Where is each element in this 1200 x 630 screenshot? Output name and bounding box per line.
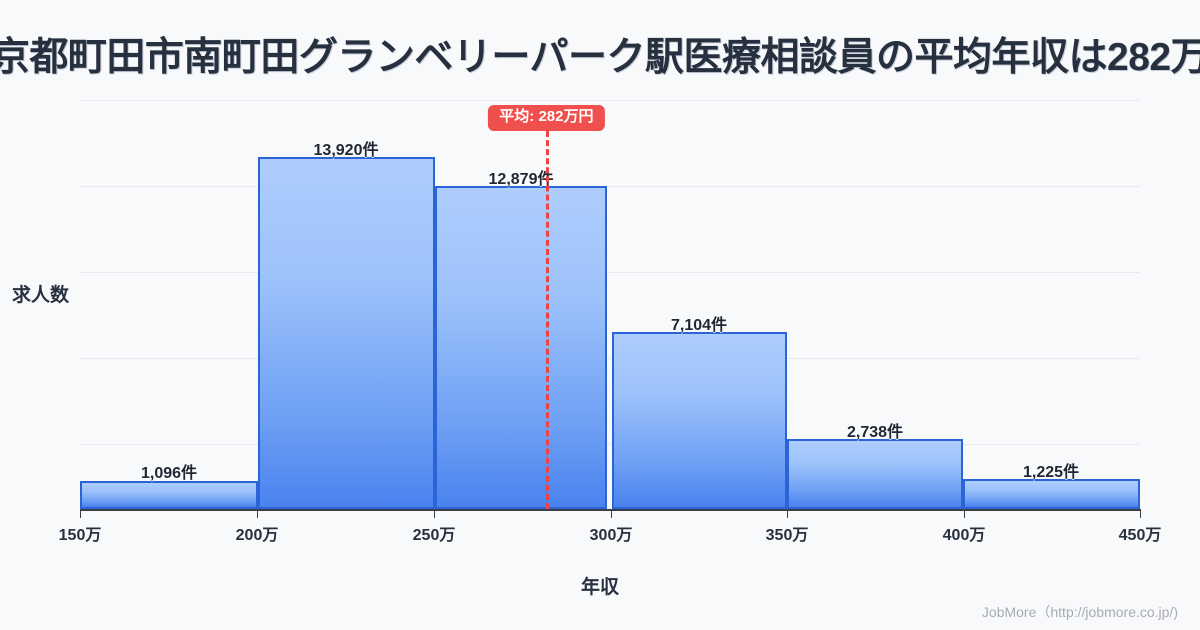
tick-mark — [787, 509, 788, 518]
tick-mark — [257, 509, 258, 518]
tick-mark — [80, 509, 81, 518]
gridline — [80, 100, 1140, 101]
bar — [258, 157, 435, 509]
x-axis-title: 年収 — [580, 577, 620, 598]
average-line — [546, 131, 550, 509]
x-tick-label: 250万 — [412, 527, 456, 544]
bar — [612, 332, 787, 509]
x-tick-label: 400万 — [942, 527, 986, 544]
bar — [787, 439, 963, 509]
page-title: 東京都町田市南町田グランベリーパーク駅医療相談員の平均年収は282万円 — [0, 36, 1200, 79]
tick-mark — [611, 509, 612, 518]
bar-value-label: 7,104件 — [670, 317, 728, 334]
gridline — [80, 444, 1140, 445]
x-tick-label: 450万 — [1118, 527, 1162, 544]
bar-value-label: 1,096件 — [140, 465, 198, 482]
bar-value-label: 13,920件 — [313, 142, 379, 159]
source-credit: JobMore（http://jobmore.co.jp/) — [981, 604, 1178, 620]
x-axis-line — [80, 509, 1140, 511]
x-tick-label: 150万 — [58, 527, 102, 544]
tick-mark — [964, 509, 965, 518]
x-tick-label: 300万 — [589, 527, 633, 544]
gridline — [80, 186, 1140, 187]
bar — [963, 479, 1140, 509]
bar-value-label: 12,879件 — [488, 171, 554, 188]
gridline — [80, 358, 1140, 359]
x-tick-label: 350万 — [765, 527, 809, 544]
bar — [435, 186, 607, 509]
gridline — [80, 272, 1140, 273]
bar — [80, 481, 258, 509]
x-tick-label: 200万 — [235, 527, 279, 544]
bar-value-label: 1,225件 — [1022, 464, 1080, 481]
tick-mark — [1140, 509, 1141, 518]
average-badge: 平均: 282万円 — [488, 105, 605, 131]
bar-value-label: 2,738件 — [846, 424, 904, 441]
y-axis-title: 求人数 — [12, 285, 70, 306]
tick-mark — [434, 509, 435, 518]
